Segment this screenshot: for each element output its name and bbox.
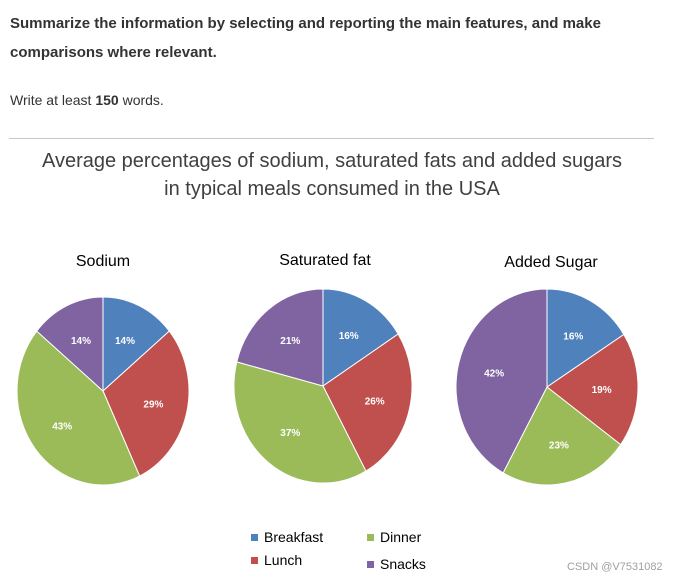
legend-label-breakfast: Breakfast [264, 529, 323, 545]
legend: Breakfast Lunch Dinner Snacks [251, 529, 426, 572]
word-count-prefix: Write at least [10, 92, 92, 108]
chart-title-line-1: Average percentages of sodium, saturated… [41, 150, 622, 172]
chart-title: Average percentages of sodium, saturated… [0, 147, 664, 203]
legend-item-breakfast: Breakfast [251, 529, 323, 545]
data-label-added-sugar-breakfast: 16% [563, 332, 583, 343]
legend-label-dinner: Dinner [380, 529, 422, 545]
pie-saturated-fat: Saturated fat 16% 26% 37% 21% [233, 252, 413, 484]
legend-label-snacks: Snacks [380, 556, 426, 572]
data-label-added-sugar-dinner: 23% [549, 440, 569, 451]
slice-saturated-fat-snacks [236, 288, 324, 387]
slice-sodium-dinner [16, 330, 141, 486]
slice-added-sugar-lunch [546, 333, 639, 446]
divider [9, 138, 654, 139]
data-label-added-sugar-snacks: 42% [484, 368, 504, 379]
data-label-sodium-lunch: 29% [143, 399, 163, 410]
data-label-saturated-fat-dinner: 37% [280, 428, 300, 439]
slice-added-sugar-dinner [502, 386, 622, 486]
chart-title-line-2: in typical meals consumed in the USA [164, 178, 500, 200]
watermark: CSDN @V7531082 [567, 561, 663, 573]
word-count-instruction: Write at least 150 words. [10, 90, 164, 110]
legend-swatch-snacks [367, 561, 374, 568]
slice-saturated-fat-lunch [322, 333, 413, 472]
slice-saturated-fat-dinner [233, 361, 367, 484]
pie-sodium: Sodium 14% 29% 43% 14% [16, 253, 190, 486]
slice-added-sugar-breakfast [546, 288, 625, 388]
slice-added-sugar-snacks [455, 288, 548, 474]
data-label-sodium-dinner: 43% [52, 422, 72, 433]
legend-swatch-breakfast [251, 534, 258, 541]
word-count-number: 150 [95, 92, 119, 108]
data-label-sodium-breakfast: 14% [115, 336, 135, 347]
pie-added-sugar: Added Sugar 16% 19% 23% 42% [455, 254, 639, 486]
data-label-saturated-fat-snacks: 21% [280, 336, 300, 347]
legend-item-dinner: Dinner [367, 529, 422, 545]
legend-label-lunch: Lunch [264, 552, 302, 568]
legend-swatch-lunch [251, 557, 258, 564]
word-count-suffix: words. [122, 92, 164, 108]
slice-saturated-fat-breakfast [322, 288, 399, 387]
slice-sodium-breakfast [102, 296, 170, 393]
task-instruction: Summarize the information by selecting a… [10, 15, 601, 61]
legend-item-lunch: Lunch [251, 552, 302, 568]
data-label-added-sugar-lunch: 19% [592, 385, 612, 396]
data-label-sodium-snacks: 14% [71, 336, 91, 347]
pie-title-added-sugar: Added Sugar [504, 254, 598, 271]
legend-item-snacks: Snacks [367, 556, 426, 572]
pie-title-sodium: Sodium [76, 253, 130, 270]
pie-title-saturated-fat: Saturated fat [279, 252, 371, 269]
data-label-saturated-fat-lunch: 26% [365, 397, 385, 408]
slice-sodium-snacks [36, 296, 104, 393]
legend-swatch-dinner [367, 534, 374, 541]
data-label-saturated-fat-breakfast: 16% [339, 331, 359, 342]
